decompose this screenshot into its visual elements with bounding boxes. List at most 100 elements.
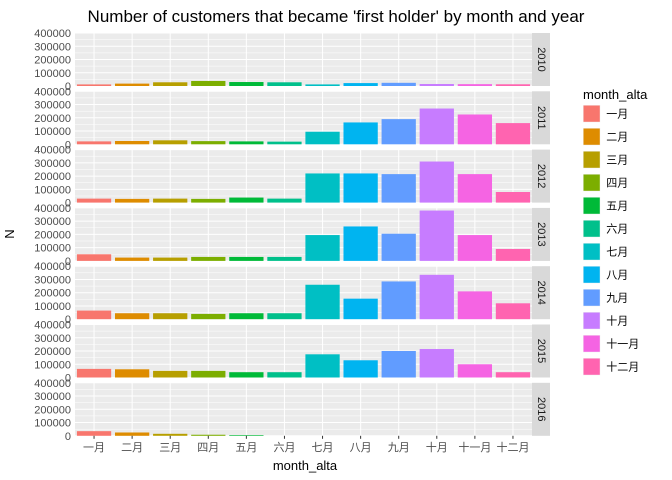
x-tick-label: 五月 bbox=[235, 442, 257, 454]
facet-strip bbox=[532, 91, 550, 145]
legend-label: 十月 bbox=[606, 314, 628, 328]
facet-strip bbox=[532, 382, 550, 436]
y-tick-label: 0 bbox=[65, 256, 71, 268]
bar-2014-六月 bbox=[267, 313, 302, 320]
x-tick-label: 十一月 bbox=[458, 440, 491, 454]
y-tick-label: 200000 bbox=[34, 404, 71, 416]
legend-key-三月 bbox=[583, 151, 600, 168]
y-tick-label: 400000 bbox=[34, 378, 71, 390]
bar-2012-四月 bbox=[191, 198, 226, 203]
bar-2010-三月 bbox=[153, 82, 188, 86]
bar-2014-四月 bbox=[191, 313, 226, 320]
chart-title: Number of customers that became 'first h… bbox=[88, 7, 585, 26]
y-tick-label: 0 bbox=[65, 431, 71, 443]
legend-label: 二月 bbox=[606, 132, 628, 144]
bar-2011-一月 bbox=[76, 141, 112, 145]
x-tick-label: 二月 bbox=[121, 442, 143, 454]
bar-2013-八月 bbox=[343, 226, 378, 261]
x-axis-label: month_alta bbox=[273, 458, 338, 473]
legend-key-八月 bbox=[583, 266, 600, 283]
bar-2012-九月 bbox=[381, 174, 416, 203]
y-tick-label: 200000 bbox=[34, 346, 71, 358]
bar-2010-九月 bbox=[381, 82, 416, 86]
bar-2011-四月 bbox=[191, 141, 226, 145]
y-axis-label: N bbox=[2, 229, 17, 238]
legend-key-十二月 bbox=[583, 358, 600, 375]
bar-2015-十一月 bbox=[457, 364, 493, 378]
bar-2012-二月 bbox=[114, 198, 150, 203]
y-tick-label: 400000 bbox=[34, 28, 71, 40]
y-tick-label: 100000 bbox=[34, 359, 71, 371]
legend-label: 五月 bbox=[606, 201, 628, 213]
facet-strip bbox=[532, 149, 550, 203]
legend-label: 三月 bbox=[606, 155, 628, 167]
bar-2010-十一月 bbox=[457, 84, 493, 86]
facet-strip-label: 2010 bbox=[535, 47, 547, 71]
x-tick-label: 一月 bbox=[83, 442, 105, 454]
bar-2014-二月 bbox=[114, 313, 150, 320]
y-tick-label: 200000 bbox=[34, 113, 71, 125]
y-tick-label: 100000 bbox=[34, 301, 71, 313]
bar-2012-三月 bbox=[153, 198, 188, 203]
bar-2010-五月 bbox=[229, 82, 264, 86]
bar-2014-九月 bbox=[381, 281, 416, 320]
legend-key-七月 bbox=[583, 243, 600, 260]
facets-group: 0100000200000300000400000201001000002000… bbox=[34, 28, 550, 443]
legend-label: 十二月 bbox=[606, 360, 639, 374]
legend-key-十一月 bbox=[583, 335, 600, 352]
bar-2014-十一月 bbox=[457, 291, 493, 320]
x-tick-label: 十二月 bbox=[496, 440, 529, 454]
y-tick-label: 0 bbox=[65, 314, 71, 326]
legend-label: 七月 bbox=[606, 246, 628, 259]
legend-label: 九月 bbox=[606, 292, 628, 305]
facet-strip-label: 2015 bbox=[535, 339, 547, 363]
y-tick-label: 300000 bbox=[34, 41, 71, 53]
bar-2012-一月 bbox=[76, 198, 112, 203]
y-tick-label: 400000 bbox=[34, 320, 71, 332]
bar-2010-二月 bbox=[114, 83, 150, 86]
x-tick-label: 八月 bbox=[350, 442, 372, 454]
bar-2016-二月 bbox=[114, 432, 150, 436]
y-tick-label: 300000 bbox=[34, 274, 71, 286]
bar-2011-六月 bbox=[267, 141, 302, 145]
x-tick-label: 九月 bbox=[388, 441, 410, 454]
legend-title: month_alta bbox=[583, 87, 648, 102]
bar-2012-六月 bbox=[267, 198, 302, 203]
y-tick-label: 200000 bbox=[34, 55, 71, 67]
bar-2011-十月 bbox=[419, 108, 454, 145]
legend-label: 一月 bbox=[606, 109, 628, 121]
facet-strip-label: 2016 bbox=[535, 397, 547, 421]
legend-key-二月 bbox=[583, 128, 600, 145]
bar-2013-六月 bbox=[267, 256, 302, 261]
y-tick-label: 300000 bbox=[34, 158, 71, 170]
y-tick-label: 200000 bbox=[34, 229, 71, 241]
bar-2016-三月 bbox=[153, 433, 188, 436]
bar-2010-六月 bbox=[267, 82, 302, 86]
bar-2013-十二月 bbox=[495, 248, 531, 261]
y-tick-label: 200000 bbox=[34, 288, 71, 300]
bar-2010-八月 bbox=[343, 83, 378, 86]
bar-2015-十月 bbox=[419, 349, 454, 378]
bar-2011-三月 bbox=[153, 140, 188, 145]
y-tick-label: 200000 bbox=[34, 171, 71, 183]
bar-2015-九月 bbox=[381, 351, 416, 378]
bar-2011-八月 bbox=[343, 122, 378, 145]
bar-2014-十二月 bbox=[495, 303, 531, 320]
y-tick-label: 100000 bbox=[34, 418, 71, 430]
facet-strip bbox=[532, 207, 550, 261]
y-tick-label: 400000 bbox=[34, 261, 71, 273]
bar-2012-十月 bbox=[419, 161, 454, 203]
legend-key-六月 bbox=[583, 220, 600, 237]
bar-2011-十二月 bbox=[495, 123, 531, 145]
y-tick-label: 0 bbox=[65, 198, 71, 210]
bar-2012-十二月 bbox=[495, 192, 531, 203]
bar-2013-五月 bbox=[229, 256, 264, 261]
y-tick-label: 0 bbox=[65, 81, 71, 93]
legend-label: 四月 bbox=[606, 178, 628, 190]
x-tick-label: 四月 bbox=[197, 442, 219, 454]
y-tick-label: 300000 bbox=[34, 100, 71, 112]
